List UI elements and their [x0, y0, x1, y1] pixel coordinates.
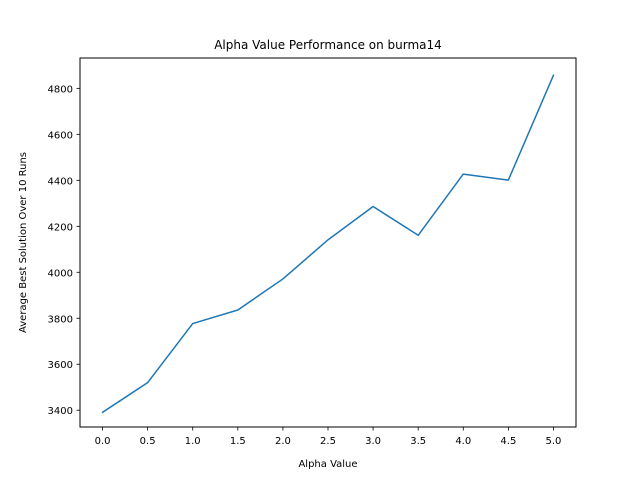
y-axis-ticks: 3400 3600 3800 4000 4200 4400 4600 4800 [48, 84, 80, 417]
x-tick-label: 4.5 [500, 436, 516, 447]
x-axis-ticks: 0.0 0.5 1.0 1.5 2.0 2.5 3.0 3.5 4.0 4.5 5.0 [95, 427, 562, 447]
x-tick-label: 5.0 [546, 436, 562, 447]
x-tick-label: 3.0 [365, 436, 381, 447]
y-tick-label: 4000 [48, 268, 73, 279]
plot-area-frame [79, 57, 577, 428]
y-tick-label: 3400 [48, 406, 73, 417]
y-tick-label: 4200 [48, 222, 73, 233]
x-tick-label: 2.5 [320, 436, 336, 447]
y-tick-label: 4400 [48, 176, 73, 187]
y-tick-label: 4800 [48, 84, 73, 95]
y-tick-label: 3800 [48, 314, 73, 325]
x-tick-label: 0.0 [95, 436, 111, 447]
series-line [101, 74, 555, 414]
x-tick-label: 2.0 [275, 436, 291, 447]
y-tick-label: 4600 [48, 130, 73, 141]
y-tick-label: 3600 [48, 360, 73, 371]
x-tick-label: 3.5 [410, 436, 426, 447]
y-axis-label: Average Best Solution Over 10 Runs [18, 152, 29, 333]
x-tick-label: 0.5 [140, 436, 156, 447]
x-tick-label: 4.0 [455, 436, 471, 447]
x-axis-label: Alpha Value [298, 459, 357, 470]
x-tick-label: 1.0 [185, 436, 201, 447]
chart-title: Alpha Value Performance on burma14 [214, 38, 442, 52]
x-tick-label: 1.5 [230, 436, 246, 447]
